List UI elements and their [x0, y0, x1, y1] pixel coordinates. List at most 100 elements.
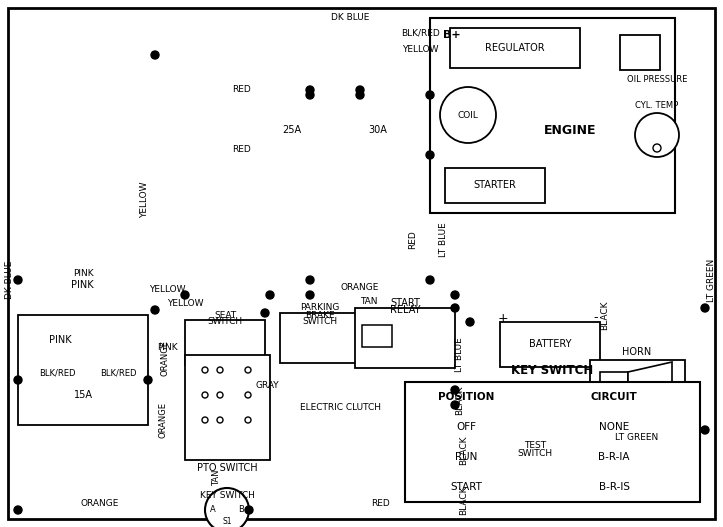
Text: YELLOW: YELLOW — [149, 285, 185, 294]
Text: DK BLUE: DK BLUE — [6, 261, 14, 299]
Text: A: A — [210, 505, 216, 514]
Text: BATTERY: BATTERY — [529, 339, 571, 349]
Text: PARKING: PARKING — [300, 304, 340, 313]
Circle shape — [653, 144, 661, 152]
Circle shape — [440, 87, 496, 143]
Text: TAN: TAN — [360, 297, 377, 306]
Bar — [450, 28, 580, 68]
Circle shape — [202, 392, 208, 398]
Circle shape — [356, 91, 364, 99]
Circle shape — [245, 417, 251, 423]
Text: BLK/RED: BLK/RED — [39, 368, 75, 377]
Text: RELAY: RELAY — [390, 305, 420, 315]
Text: TAN: TAN — [213, 470, 221, 486]
Circle shape — [306, 86, 314, 94]
Circle shape — [245, 392, 251, 398]
Circle shape — [701, 304, 709, 312]
Text: STARTER: STARTER — [474, 180, 516, 190]
Text: ORANGE: ORANGE — [341, 284, 379, 292]
Circle shape — [426, 151, 434, 159]
Text: PINK: PINK — [48, 335, 72, 345]
Text: -: - — [594, 311, 598, 325]
Text: ORANGE: ORANGE — [161, 340, 169, 376]
Text: PINK: PINK — [73, 268, 93, 278]
Text: DK BLUE: DK BLUE — [331, 13, 369, 22]
Circle shape — [635, 113, 679, 157]
Text: ELECTRIC CLUTCH: ELECTRIC CLUTCH — [299, 403, 380, 412]
Text: REGULATOR: REGULATOR — [485, 43, 545, 53]
Circle shape — [426, 276, 434, 284]
Circle shape — [451, 304, 459, 312]
Bar — [362, 325, 392, 347]
Text: SWITCH: SWITCH — [302, 317, 338, 327]
Circle shape — [466, 318, 474, 326]
Circle shape — [151, 306, 159, 314]
Text: B-R-IA: B-R-IA — [598, 452, 630, 462]
Polygon shape — [628, 362, 672, 417]
Text: BLK/RED: BLK/RED — [100, 368, 137, 377]
Circle shape — [306, 291, 314, 299]
Circle shape — [245, 506, 253, 514]
Bar — [500, 322, 600, 367]
Text: BLK/RED: BLK/RED — [401, 28, 440, 37]
Text: COIL: COIL — [458, 111, 479, 120]
Circle shape — [217, 392, 223, 398]
Text: KEY SWITCH: KEY SWITCH — [200, 491, 254, 500]
Text: 25A: 25A — [283, 125, 301, 135]
Text: YELLOW: YELLOW — [402, 45, 438, 54]
Circle shape — [261, 309, 269, 317]
Text: YELLOW: YELLOW — [140, 182, 150, 218]
Bar — [590, 360, 685, 430]
Circle shape — [202, 367, 208, 373]
Bar — [430, 18, 675, 213]
Text: BRAKE: BRAKE — [305, 310, 335, 319]
Text: RUN: RUN — [455, 452, 477, 462]
Text: RED: RED — [232, 144, 251, 153]
Text: +: + — [497, 311, 508, 325]
Bar — [185, 320, 265, 365]
Bar — [185, 355, 270, 460]
Circle shape — [306, 276, 314, 284]
Text: B: B — [238, 505, 244, 514]
Circle shape — [181, 291, 189, 299]
Text: BLACK: BLACK — [460, 485, 469, 515]
Text: BLACK: BLACK — [455, 385, 464, 415]
Bar — [445, 168, 545, 203]
Text: OIL PRESSURE: OIL PRESSURE — [627, 75, 687, 84]
Text: ENGINE: ENGINE — [544, 123, 596, 136]
Circle shape — [217, 367, 223, 373]
Text: ORANGE: ORANGE — [81, 499, 119, 508]
Text: KEY SWITCH: KEY SWITCH — [511, 364, 593, 376]
Circle shape — [701, 426, 709, 434]
Text: GRAY: GRAY — [255, 380, 279, 389]
Text: CIRCUIT: CIRCUIT — [591, 392, 638, 402]
Bar — [620, 35, 660, 70]
Bar — [280, 313, 360, 363]
Circle shape — [306, 91, 314, 99]
Text: START: START — [450, 482, 482, 492]
Text: 15A: 15A — [74, 390, 93, 400]
Text: RED: RED — [408, 231, 417, 249]
Text: PTO SWITCH: PTO SWITCH — [197, 463, 257, 473]
Circle shape — [266, 291, 274, 299]
Text: CYL. TEMP: CYL. TEMP — [636, 101, 679, 110]
Text: 30A: 30A — [369, 125, 388, 135]
Text: SEAT: SEAT — [214, 310, 236, 319]
Text: LT GREEN: LT GREEN — [615, 434, 659, 443]
Text: RED: RED — [232, 84, 251, 93]
Circle shape — [151, 51, 159, 59]
Circle shape — [426, 91, 434, 99]
Text: BLACK: BLACK — [601, 300, 609, 330]
Circle shape — [14, 506, 22, 514]
Text: NONE: NONE — [599, 422, 629, 432]
Circle shape — [205, 488, 249, 527]
Text: B-R-IS: B-R-IS — [599, 482, 630, 492]
Bar — [18, 315, 148, 425]
Circle shape — [202, 417, 208, 423]
Text: BLACK: BLACK — [460, 435, 469, 465]
Text: POSITION: POSITION — [438, 392, 495, 402]
Circle shape — [14, 376, 22, 384]
Bar — [405, 382, 700, 502]
Text: SWITCH: SWITCH — [518, 448, 552, 457]
Text: LT GREEN: LT GREEN — [706, 258, 716, 301]
